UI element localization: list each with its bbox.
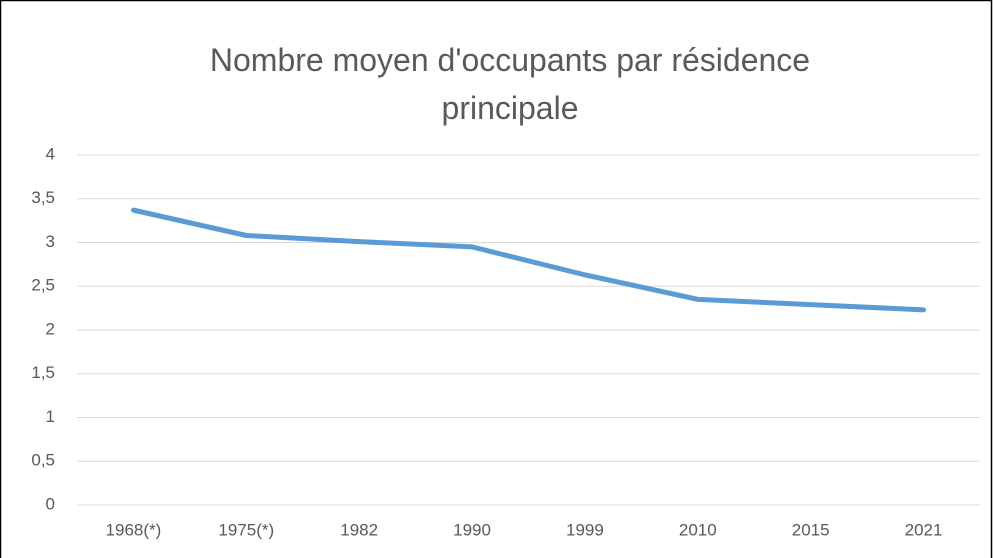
y-tick-label: 1: [46, 407, 55, 426]
y-tick-label: 2,5: [31, 276, 55, 295]
data-line: [130, 207, 927, 313]
y-tick-label: 0,5: [31, 451, 55, 470]
y-tick-label: 3: [46, 232, 55, 251]
y-tick-label: 0: [46, 494, 55, 513]
y-tick-label: 3,5: [31, 188, 55, 207]
y-tick-label: 1,5: [31, 363, 55, 382]
chart-title: Nombre moyen d'occupants par résidence p…: [209, 42, 811, 126]
x-tick-label: 2021: [905, 520, 943, 539]
x-tick-label: 2010: [679, 520, 717, 539]
x-tick-label: 2015: [792, 520, 830, 539]
y-tick-label: 4: [46, 144, 55, 163]
x-tick-label: 1982: [340, 520, 378, 539]
y-tick-label: 2: [46, 319, 55, 338]
x-tick-label: 1990: [453, 520, 491, 539]
x-tick-label: 1999: [566, 520, 604, 539]
x-tick-label: 1968(*): [106, 520, 162, 539]
x-tick-label: 1975(*): [218, 520, 274, 539]
